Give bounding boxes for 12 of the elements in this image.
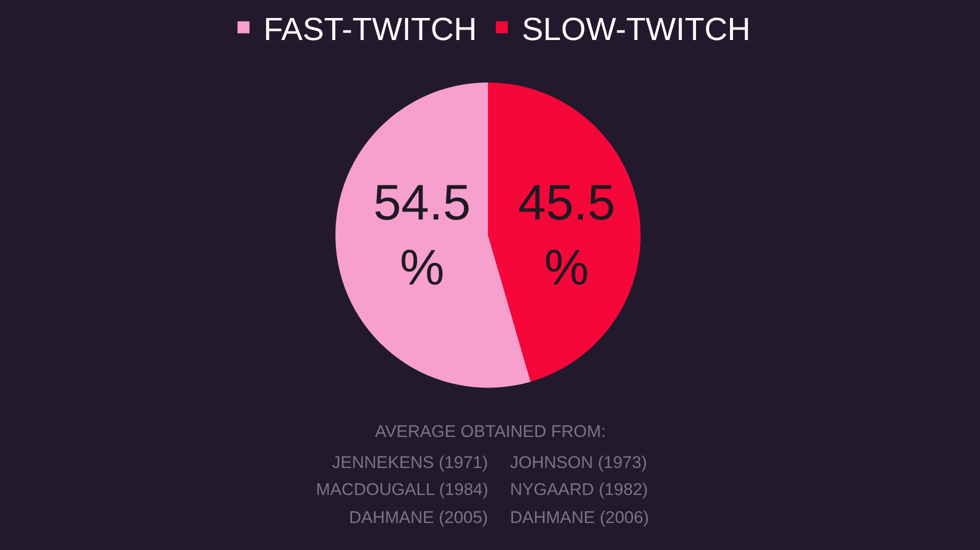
text: MACDOUGALL (1984) xyxy=(316,480,488,499)
data-label: 45.5 % xyxy=(518,174,616,296)
legend-label: SLOW-TWITCH xyxy=(522,10,751,47)
text: AVERAGE OBTAINED FROM: xyxy=(375,422,606,441)
text: JENNEKENS (1971) xyxy=(332,453,488,472)
pie-slice xyxy=(488,82,641,382)
text: DAHMANE (2006) xyxy=(510,508,649,527)
data-label: 54.5 % xyxy=(373,174,471,296)
legend-label: FAST-TWITCH xyxy=(264,10,477,47)
text: NYGAARD (1982) xyxy=(510,480,648,499)
text: JOHNSON (1973) xyxy=(510,453,647,472)
text: DAHMANE (2005) xyxy=(349,508,488,527)
